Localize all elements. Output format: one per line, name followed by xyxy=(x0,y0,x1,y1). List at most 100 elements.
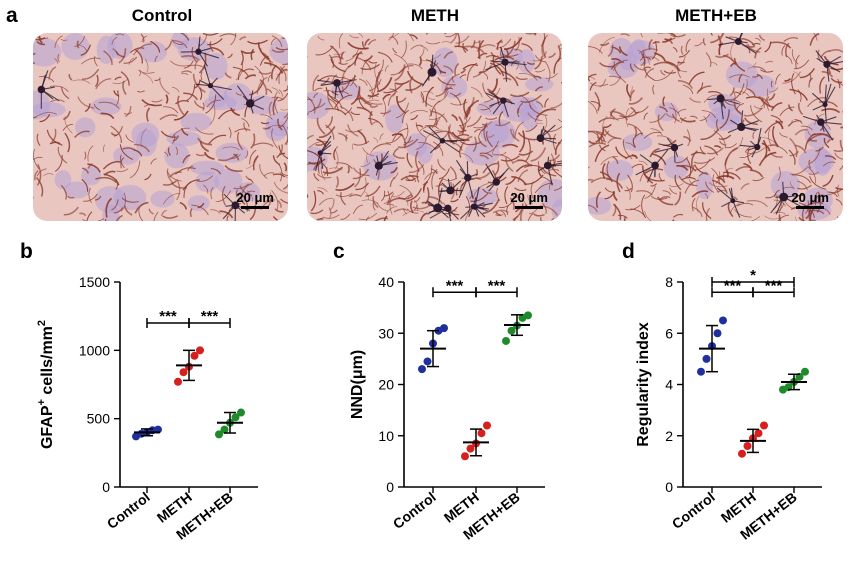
astrocyte-process xyxy=(478,60,486,76)
astrocyte-process xyxy=(355,182,370,191)
astrocyte-process xyxy=(454,45,469,52)
astrocyte-process xyxy=(210,186,214,200)
astrocyte-process xyxy=(650,183,657,187)
astrocyte-process xyxy=(840,126,843,129)
astrocyte-process xyxy=(588,142,607,148)
astrocyte-process xyxy=(273,181,288,194)
astrocyte-process xyxy=(596,133,607,143)
data-point xyxy=(461,452,469,461)
astrocyte-process xyxy=(669,107,681,117)
astrocyte-process xyxy=(83,193,98,202)
astrocyte-process xyxy=(761,98,775,108)
astrocyte-process xyxy=(271,190,279,211)
astrocyte-process xyxy=(400,40,407,59)
astrocyte-process xyxy=(144,58,149,73)
astrocyte-process xyxy=(445,33,457,38)
astrocyte-process xyxy=(282,183,288,190)
astrocyte-process xyxy=(747,43,761,53)
astrocyte-process xyxy=(682,84,694,95)
soma-branch xyxy=(210,85,225,100)
astrocyte-process xyxy=(374,63,381,85)
astrocyte-process xyxy=(328,54,335,69)
soma-branch xyxy=(824,84,827,105)
astrocyte-process xyxy=(420,54,442,62)
astrocyte-process xyxy=(604,192,615,200)
astrocyte-process xyxy=(271,48,285,53)
astrocyte-process xyxy=(778,214,782,221)
astrocyte-process xyxy=(235,92,242,96)
soma-branch xyxy=(756,127,762,148)
astrocyte-process xyxy=(134,201,149,214)
astrocyte-process xyxy=(84,151,87,160)
astrocyte-process xyxy=(600,130,605,144)
astrocyte-process xyxy=(273,91,279,114)
astrocyte-process xyxy=(128,57,135,65)
data-point xyxy=(215,430,223,439)
astrocyte-soma xyxy=(195,48,202,55)
y-axis-label-part: cells/mm xyxy=(39,326,56,399)
astrocyte-process xyxy=(282,63,288,66)
astrocyte-process xyxy=(677,61,686,64)
astrocyte-process xyxy=(779,132,789,138)
astrocyte-process xyxy=(202,33,220,36)
astrocyte-process xyxy=(768,128,773,147)
astrocyte-process xyxy=(115,214,123,221)
astrocyte-process xyxy=(472,136,477,153)
astrocyte-process xyxy=(350,74,355,87)
astrocyte-process xyxy=(624,216,626,221)
astrocyte-process xyxy=(599,62,614,68)
astrocyte-process xyxy=(331,74,338,83)
astrocyte-process xyxy=(781,45,786,56)
astrocyte-process xyxy=(728,74,750,79)
astrocyte-soma xyxy=(500,97,507,104)
astrocyte-process xyxy=(189,208,193,218)
astrocyte-process xyxy=(353,204,363,215)
y-tick-label: 6 xyxy=(665,325,673,341)
astrocyte-process xyxy=(487,134,495,138)
data-point xyxy=(220,425,229,434)
astrocyte-process xyxy=(835,186,843,190)
astrocyte-process xyxy=(807,130,812,137)
astrocyte-process xyxy=(110,125,123,144)
astrocyte-process xyxy=(206,99,221,108)
astrocyte-process xyxy=(459,145,463,158)
soma-branch xyxy=(474,186,480,207)
astrocyte-process xyxy=(209,41,214,53)
astrocyte-process xyxy=(459,140,482,146)
astrocyte-process xyxy=(81,68,100,80)
astrocyte-process xyxy=(437,159,446,171)
astrocyte-process xyxy=(385,134,402,144)
data-point xyxy=(477,429,486,438)
astrocyte-process xyxy=(479,154,490,160)
astrocyte-process xyxy=(317,187,328,193)
astrocyte-process xyxy=(773,211,786,215)
astrocyte-process xyxy=(371,121,378,125)
astrocyte-process xyxy=(830,77,843,83)
astrocyte-process xyxy=(34,170,39,181)
y-tick-label: 1000 xyxy=(79,342,110,358)
astrocyte-process xyxy=(313,102,326,109)
astrocyte-process xyxy=(633,126,638,138)
astrocyte-process xyxy=(801,209,805,221)
astrocyte-process xyxy=(95,195,102,201)
astrocyte-process xyxy=(450,183,455,200)
astrocyte-process xyxy=(752,74,760,78)
astrocyte-process xyxy=(478,137,487,148)
significance-label: *** xyxy=(488,277,506,294)
astrocyte-process xyxy=(98,101,120,110)
astrocyte-process xyxy=(395,79,410,85)
astrocyte-process xyxy=(317,35,325,41)
astrocyte-process xyxy=(330,56,344,60)
scale-line-control xyxy=(241,206,270,209)
astrocyte-process xyxy=(825,155,837,161)
astrocyte-process xyxy=(725,167,734,172)
astrocyte-process xyxy=(534,86,543,92)
astrocyte-process xyxy=(162,180,177,186)
astrocyte-process xyxy=(644,168,664,175)
astrocyte-process xyxy=(245,150,249,159)
astrocyte-process xyxy=(495,214,504,217)
astrocyte-process xyxy=(352,167,370,177)
astrocyte-process xyxy=(268,101,273,116)
astrocyte-process xyxy=(470,40,476,49)
